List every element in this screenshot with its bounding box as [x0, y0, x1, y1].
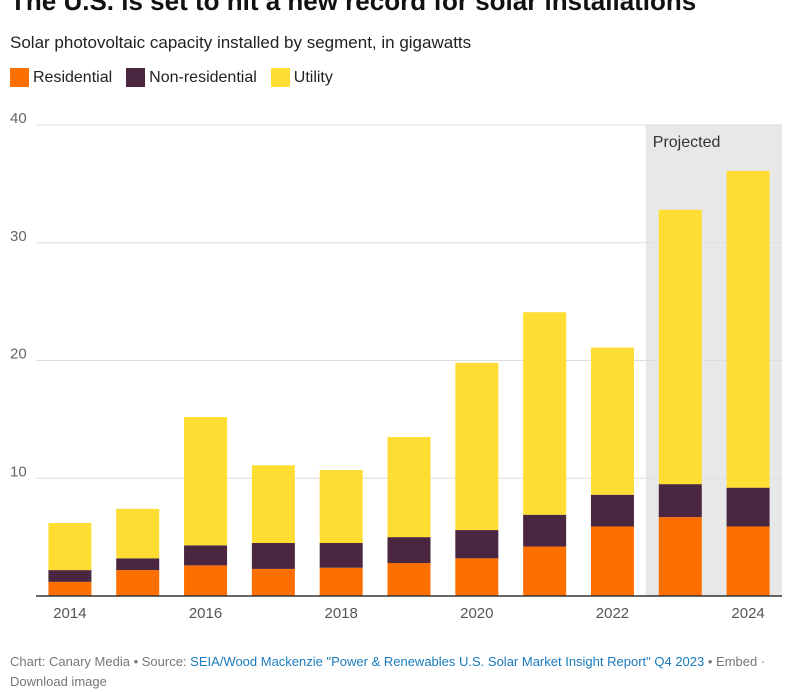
footer-source-link[interactable]: SEIA/Wood Mackenzie "Power & Renewables … — [190, 654, 705, 669]
legend-label-non-residential: Non-residential — [149, 68, 257, 86]
x-tick-label: 2018 — [324, 605, 357, 622]
projected-label: Projected — [653, 134, 721, 151]
x-tick-label: 2016 — [189, 605, 222, 622]
bar-utility-2022 — [590, 347, 634, 495]
bar-residential-2023 — [658, 517, 702, 596]
legend: Residential Non-residential Utility — [10, 68, 333, 87]
bar-residential-2018 — [319, 567, 363, 596]
x-tick-label: 2020 — [460, 605, 493, 622]
legend-label-utility: Utility — [293, 68, 333, 86]
chart-title: The U.S. is set to hit a new record for … — [10, 0, 697, 16]
bar-non-residential-2017 — [251, 543, 295, 569]
bar-utility-2014 — [48, 522, 92, 571]
bar-residential-2019 — [387, 563, 431, 596]
footer-credit: Chart: Canary Media — [10, 654, 130, 669]
bar-residential-2014 — [48, 581, 92, 596]
bar-residential-2015 — [116, 570, 160, 596]
bar-utility-2017 — [251, 465, 295, 544]
bar-utility-2020 — [455, 362, 499, 531]
footer-source-label: Source: — [141, 654, 187, 669]
bar-residential-2024 — [726, 526, 770, 596]
bar-residential-2020 — [455, 558, 499, 596]
bar-utility-2021 — [523, 312, 567, 515]
legend-item-non-residential: Non-residential — [126, 68, 257, 87]
bar-utility-2016 — [184, 417, 228, 546]
bar-non-residential-2016 — [184, 545, 228, 566]
x-tick-label: 2022 — [596, 605, 629, 622]
chart-footer: Chart: Canary Media • Source: SEIA/Wood … — [10, 654, 766, 689]
bar-chart: Projected 10 20 30 40 2014 2016 2018 2020 2022 202… — [10, 110, 782, 622]
y-tick-label: 20 — [10, 346, 27, 363]
legend-label-residential: Residential — [33, 68, 113, 86]
bar-utility-2019 — [387, 437, 431, 538]
legend-swatch-utility — [270, 68, 290, 87]
bar-utility-2015 — [116, 508, 160, 559]
bar-non-residential-2023 — [658, 484, 702, 518]
chart-subtitle: Solar photovoltaic capacity installed by… — [10, 33, 472, 52]
x-tick-label: 2024 — [731, 605, 764, 622]
bar-non-residential-2019 — [387, 537, 431, 564]
x-tick-label: 2014 — [53, 605, 86, 622]
bar-non-residential-2024 — [726, 487, 770, 527]
bar-non-residential-2015 — [116, 558, 160, 571]
bar-utility-2024 — [726, 170, 770, 488]
bar-residential-2021 — [523, 546, 567, 596]
legend-swatch-residential — [10, 68, 29, 87]
y-tick-label: 40 — [10, 110, 27, 127]
legend-swatch-non-residential — [126, 68, 146, 87]
bar-non-residential-2014 — [48, 570, 92, 582]
bar-residential-2022 — [590, 526, 634, 596]
bar-non-residential-2020 — [455, 530, 499, 559]
bar-non-residential-2021 — [523, 514, 567, 547]
bar-utility-2018 — [319, 470, 363, 544]
y-tick-label: 30 — [10, 228, 27, 245]
legend-item-utility: Utility — [270, 68, 333, 87]
bar-residential-2016 — [184, 565, 228, 596]
bar-non-residential-2018 — [319, 543, 363, 568]
y-tick-label: 10 — [10, 463, 27, 480]
bar-utility-2023 — [658, 209, 702, 485]
legend-item-residential: Residential — [10, 68, 112, 87]
bar-non-residential-2022 — [590, 494, 634, 527]
bar-residential-2017 — [251, 568, 295, 596]
